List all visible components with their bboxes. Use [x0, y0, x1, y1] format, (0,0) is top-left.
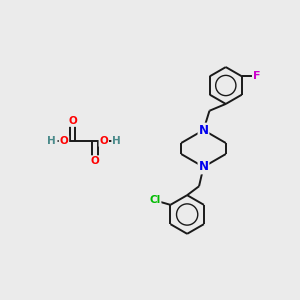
Text: Cl: Cl	[149, 195, 161, 206]
Text: N: N	[199, 160, 208, 173]
Text: O: O	[60, 136, 68, 146]
Text: O: O	[99, 136, 108, 146]
Text: N: N	[199, 124, 208, 136]
Text: H: H	[47, 136, 56, 146]
Text: F: F	[253, 71, 260, 81]
Text: H: H	[112, 136, 121, 146]
Text: O: O	[91, 156, 99, 166]
Text: H: H	[48, 136, 57, 146]
Text: O: O	[68, 116, 77, 126]
